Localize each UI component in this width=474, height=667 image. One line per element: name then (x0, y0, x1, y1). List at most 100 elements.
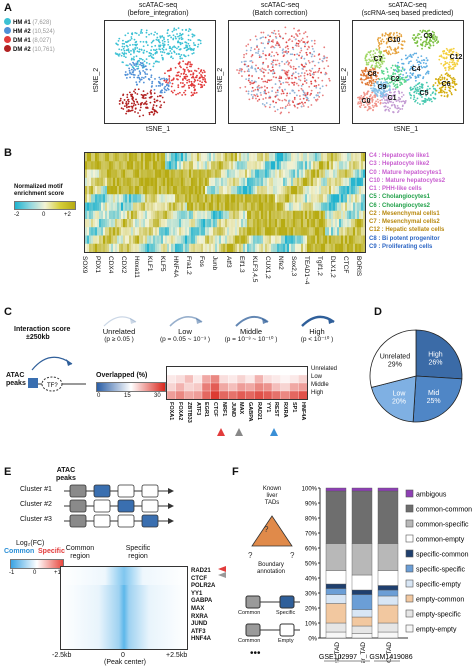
cell-point (321, 59, 324, 62)
cell-point (201, 81, 204, 84)
heatmap-cell (103, 161, 106, 170)
pie-slice-pct: 26% (428, 360, 442, 367)
heatmap-cell (185, 194, 188, 203)
heatmap-cell (161, 161, 164, 170)
legend-entry-dm1: DM #1 (8,027) (4, 36, 55, 45)
heatmap-cell (145, 243, 148, 253)
heatmap-cell (223, 177, 226, 187)
cell-point (301, 101, 303, 104)
heatmap-cell (155, 186, 158, 195)
cell-point (183, 84, 186, 86)
heatmap-cell (193, 186, 196, 195)
heatmap-cell (291, 177, 294, 187)
cell-point (189, 28, 192, 31)
cell-point (304, 45, 306, 48)
heatmap-cell (261, 235, 264, 245)
motif-label: KLF5 (159, 256, 167, 272)
heatmap-cell (293, 202, 296, 212)
legend-label: specific-empty (416, 582, 461, 589)
heatmap-cell (293, 153, 296, 162)
cell-point (132, 70, 135, 72)
heatmap-cell (233, 219, 236, 228)
heatmap-cell (169, 219, 172, 228)
cell-point (436, 42, 438, 44)
cell-point (425, 81, 428, 84)
heatmap-cell (183, 161, 186, 170)
y-tick-label: 90% (305, 502, 318, 508)
heatmap-cell (245, 153, 248, 162)
heatmap-cell (197, 235, 200, 245)
overlap-row-label: Unrelated (311, 366, 338, 372)
heatmap-cell (321, 219, 324, 228)
heatmap-cell (223, 186, 226, 195)
cell-point (412, 98, 415, 101)
cell-point (181, 57, 183, 60)
overlap-cell (210, 374, 220, 384)
cluster-label-c4: C4 (411, 66, 421, 73)
heatmap-cell (343, 243, 346, 253)
heatmap-cell (361, 194, 364, 203)
cell-point (376, 94, 379, 97)
heatmap-cell (355, 153, 358, 162)
heatmap-cell (129, 219, 132, 228)
heatmap-cell (195, 186, 198, 195)
cluster-track (64, 484, 174, 498)
cell-point (244, 86, 247, 88)
cell-point (401, 67, 404, 70)
cell-point (375, 78, 378, 81)
heatmap-cell (171, 169, 174, 179)
heatmap-cell (185, 153, 188, 162)
cell-point (161, 82, 164, 85)
heatmap-cell (281, 161, 284, 170)
cell-point (141, 62, 144, 65)
cell-point (323, 67, 326, 70)
heatmap-cell (221, 177, 224, 187)
heatmap-cell (157, 153, 160, 162)
heatmap-cell (363, 235, 366, 245)
cell-point (135, 32, 138, 35)
heatmap-cell (287, 219, 290, 228)
heatmap-cell (101, 202, 104, 212)
cell-point (136, 60, 139, 63)
cell-point (196, 45, 199, 48)
overlap-col-label: RAD21 (255, 402, 262, 421)
cell-point (445, 47, 448, 50)
cell-point (142, 65, 144, 67)
heatmap-cell (355, 186, 358, 195)
heatmap-cell (205, 186, 208, 195)
plot1-xlabel: tSNE_1 (146, 126, 171, 133)
heatmap-cell (257, 186, 260, 195)
heatmap-cell (287, 227, 290, 236)
overlap-cell (280, 366, 290, 376)
heatmap-cell (277, 153, 280, 162)
heatmap-cell (111, 227, 114, 236)
heatmap-cell (151, 227, 154, 236)
heatmap-cell (209, 194, 212, 203)
heatmap-cell (239, 177, 242, 187)
heatmap-cell (149, 194, 152, 203)
cell-point (418, 33, 421, 36)
heatmap-cell (175, 169, 178, 179)
heatmap-cell (295, 186, 298, 195)
cell-point (251, 75, 254, 78)
heatmap-cell (227, 227, 230, 236)
heatmap-cell (185, 177, 188, 187)
heatmap-cell (267, 186, 270, 195)
heatmap-cell (359, 186, 362, 195)
heatmap-cell (335, 161, 338, 170)
overlap-cell (219, 390, 229, 400)
cell-point (142, 114, 145, 117)
cell-point (311, 67, 314, 70)
heatmap-cell (317, 202, 320, 212)
cell-point (255, 38, 258, 41)
heatmap-cell (199, 161, 202, 170)
tad-diagram: ? ? ? (245, 515, 300, 637)
heatmap-row-label: C9 : Proliferating cells (369, 243, 433, 250)
heatmap-cell (191, 243, 194, 253)
cell-point (153, 98, 156, 101)
cell-point (416, 97, 419, 100)
heatmap-cell (203, 210, 206, 220)
cell-point (294, 38, 297, 41)
logfc-label: Log₂(FC) (16, 540, 45, 547)
heatmap-cell (209, 202, 212, 212)
